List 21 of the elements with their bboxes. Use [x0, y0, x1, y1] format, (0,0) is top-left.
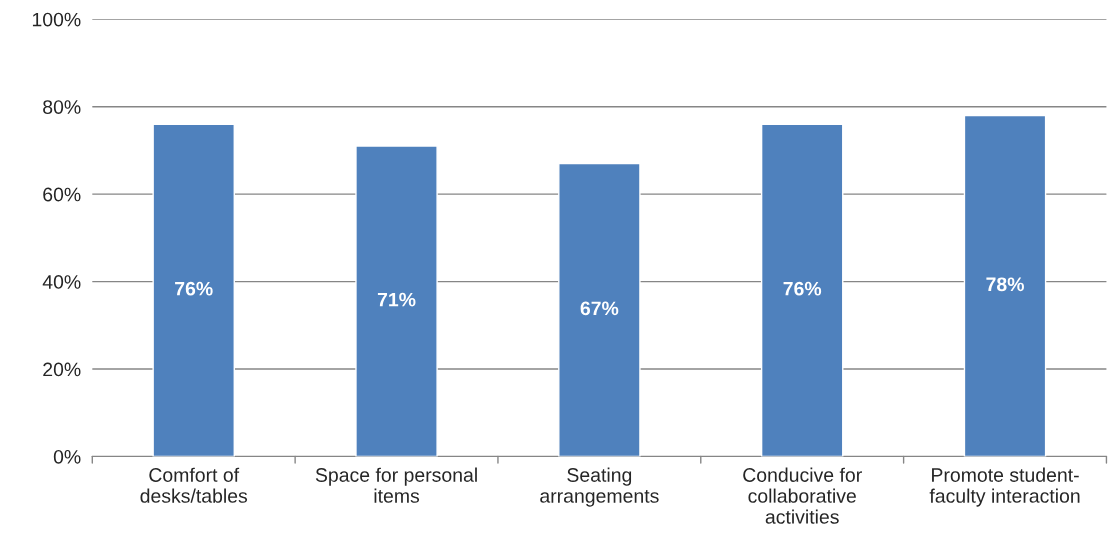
bar — [152, 123, 235, 457]
y-tick-label: 60% — [43, 187, 81, 202]
y-tick-label: 0% — [53, 449, 81, 464]
y-tick-label: 20% — [43, 362, 81, 377]
data-label: 67% — [580, 301, 619, 316]
bar — [355, 145, 438, 457]
bar — [760, 123, 844, 457]
y-tick-label: 100% — [32, 12, 81, 27]
data-label: 71% — [377, 292, 416, 307]
bar — [963, 114, 1047, 457]
x-tick-label: Promote student- faculty interaction — [929, 467, 1080, 507]
x-tick-label: Comfort of desks/tables — [140, 467, 248, 503]
y-tick-label: 40% — [42, 275, 81, 289]
x-tick-label: Seating arrangements — [540, 467, 659, 507]
x-tick-label: Space for personal items — [315, 467, 477, 503]
data-label: 76% — [783, 281, 822, 296]
data-label: 76% — [175, 281, 213, 296]
bar — [558, 162, 641, 457]
data-label: 78% — [986, 277, 1024, 292]
y-tick-label: 80% — [43, 100, 81, 114]
x-tick-label: Conducive for collaborative activities — [743, 467, 862, 524]
